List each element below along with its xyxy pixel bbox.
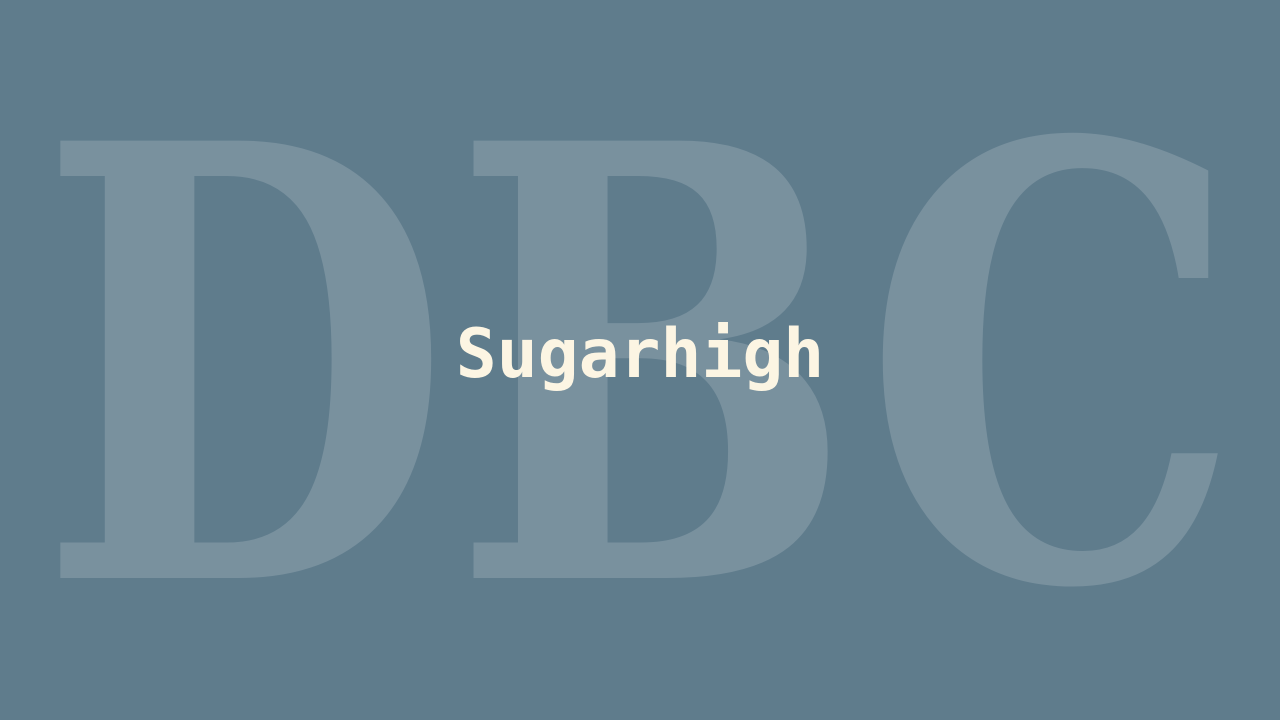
- page-title: Sugarhigh: [455, 315, 825, 394]
- backdrop-letters-text: DBC: [38, 15, 1242, 720]
